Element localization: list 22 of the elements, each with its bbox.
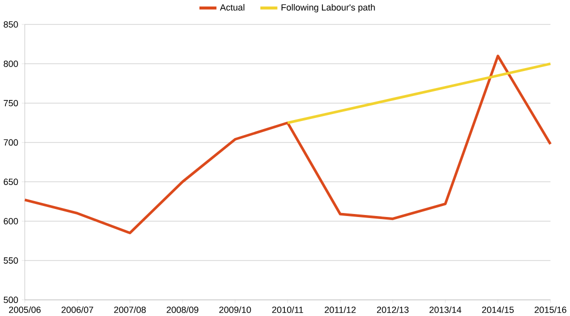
x-tick-label: 2010/11 bbox=[272, 306, 304, 313]
x-tick-label: 2006/07 bbox=[62, 306, 94, 313]
x-tick-label: 2012/13 bbox=[377, 306, 409, 313]
y-tick-label: 700 bbox=[4, 139, 18, 146]
legend-label: Following Labour's path bbox=[282, 4, 375, 12]
x-tick-label: 2011/12 bbox=[324, 306, 356, 313]
y-tick-label: 600 bbox=[4, 218, 18, 224]
x-tick-label: 2008/09 bbox=[166, 306, 198, 313]
y-tick-label: 850 bbox=[4, 21, 18, 28]
legend-label: Actual bbox=[220, 4, 244, 10]
x-tick-label: 2007/08 bbox=[114, 306, 146, 313]
x-tick-label: 2013/14 bbox=[430, 306, 462, 313]
y-tick-label: 550 bbox=[4, 257, 18, 264]
line-series bbox=[24, 54, 552, 234]
y-tick-label: 800 bbox=[4, 60, 18, 67]
y-tick-label: 500 bbox=[4, 296, 18, 303]
x-tick-label: 2009/10 bbox=[219, 306, 251, 313]
y-tick-label: 650 bbox=[4, 178, 18, 185]
x-tick-label: 2014/15 bbox=[482, 306, 514, 313]
x-tick-label: 2005/06 bbox=[9, 306, 41, 313]
x-tick-label: 2015/16 bbox=[534, 306, 566, 313]
y-tick-label: 750 bbox=[4, 100, 18, 106]
